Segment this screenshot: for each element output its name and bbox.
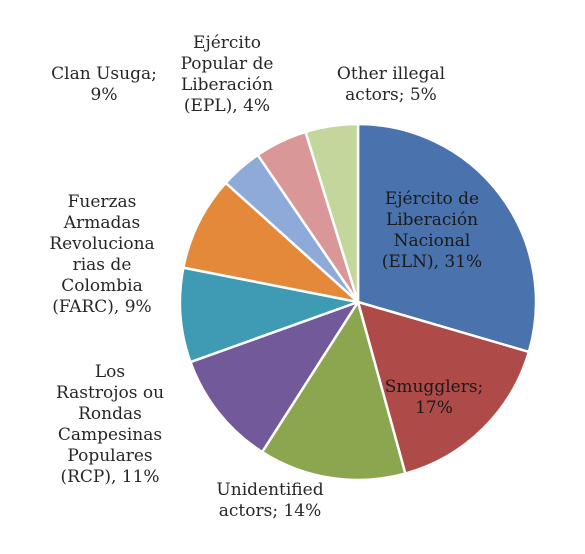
pie-slice-0 <box>356 122 538 354</box>
slice-label-0: Ejército de Liberación Nacional (ELN), 31% <box>382 189 482 272</box>
pie-slice-3 <box>189 300 360 454</box>
slice-label-line: (RCP), 11% <box>60 467 159 487</box>
slice-label-line: rias de <box>73 255 132 275</box>
slice-label-line: Colombia <box>61 276 143 296</box>
slice-label-line: Nacional <box>394 231 471 251</box>
slice-label-line: Liberación <box>386 210 478 230</box>
slice-label-line: Armadas <box>63 213 140 233</box>
slice-label-4: Fuerzas Armadas Revoluciona rias de Colombia… <box>49 192 154 317</box>
slice-label-line: actors; 5% <box>345 85 437 105</box>
slice-label-line: actors; 14% <box>219 501 322 521</box>
pie-slices <box>178 122 538 482</box>
slice-label-line: Popular de <box>181 54 274 74</box>
slice-label-line: 17% <box>415 398 453 418</box>
slice-label-line: Rastrojos ou <box>56 383 164 403</box>
slice-label-2: Unidentified actors; 14% <box>216 480 323 521</box>
slice-label-line: Revoluciona <box>49 234 154 254</box>
slice-label-5: Clan Usuga; 9% <box>51 64 157 105</box>
slice-label-line: Populares <box>67 446 152 466</box>
slice-label-line: Campesinas <box>58 425 162 445</box>
slice-label-line: (EPL), 4% <box>184 96 270 116</box>
slice-label-line: Other illegal <box>337 64 445 84</box>
slice-label-line: 9% <box>91 85 118 105</box>
pie-slice-2 <box>260 300 407 482</box>
pie-slice-4 <box>178 266 360 364</box>
slice-label-line: Ejército de <box>385 189 479 209</box>
slice-label-line: Liberación <box>181 75 273 95</box>
slice-label-line: Fuerzas <box>68 192 137 212</box>
slice-label-6: Ejército Popular de Liberación (EPL), 4% <box>181 33 274 116</box>
slice-label-1: Smugglers; 17% <box>385 377 484 418</box>
slice-label-line: (ELN), 31% <box>382 252 482 272</box>
slice-label-3: Los Rastrojos ou Rondas Campesinas Populares… <box>56 362 164 487</box>
pie-slice-8 <box>304 122 360 304</box>
slice-label-line: Clan Usuga; <box>51 64 157 84</box>
slice-label-line: Rondas <box>78 404 142 424</box>
slice-label-line: Smugglers; <box>385 377 484 397</box>
pie-labels: Ejército de Liberación Nacional (ELN), 31%S… <box>49 33 483 521</box>
pie-slice-5 <box>182 181 360 304</box>
slice-label-7: Other illegal actors; 5% <box>337 64 445 105</box>
slice-label-line: Los <box>95 362 125 382</box>
pie-slice-1 <box>356 300 531 475</box>
slice-label-line: Unidentified <box>216 480 323 500</box>
slice-label-line: (FARC), 9% <box>52 297 151 317</box>
slice-label-line: Ejército <box>193 33 261 53</box>
